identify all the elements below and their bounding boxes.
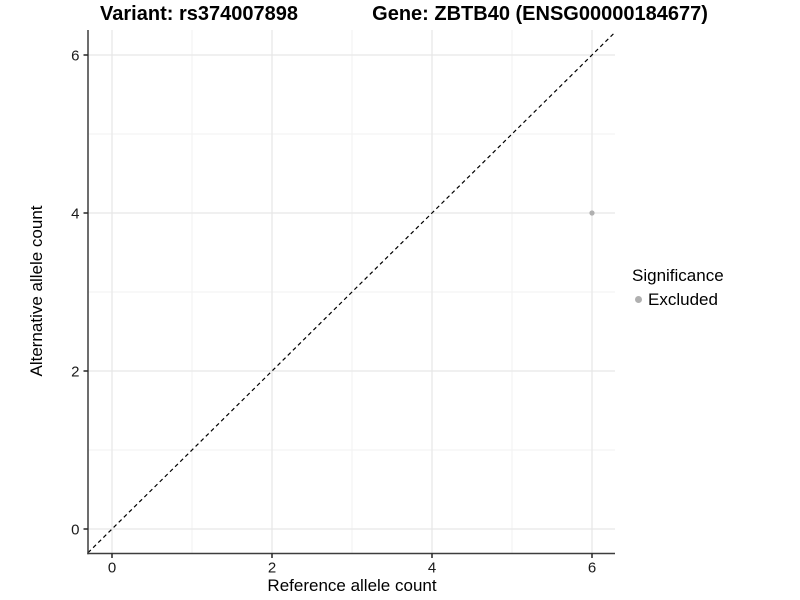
y-tick-label: 4 [71, 206, 79, 223]
identity-reference-line [87, 31, 616, 554]
legend-key-dot-icon [632, 296, 645, 303]
data-point [589, 210, 595, 216]
plot-title-gene: Gene: ZBTB40 (ENSG00000184677) [372, 3, 708, 25]
plot-title-variant: Variant: rs374007898 [100, 3, 298, 25]
x-tick-label: 4 [428, 559, 436, 576]
legend-title: Significance [632, 266, 724, 285]
x-axis-title: Reference allele count [267, 576, 437, 595]
legend-item-excluded: Excluded [632, 288, 724, 311]
legend-item-label: Excluded [648, 289, 718, 309]
legend: Significance Excluded [632, 264, 724, 311]
y-tick-label: 0 [71, 522, 79, 539]
y-tick-label: 6 [71, 48, 79, 65]
x-tick-label: 0 [108, 559, 116, 576]
x-tick-label: 2 [268, 559, 276, 576]
x-tick-label: 6 [588, 559, 596, 576]
legend-items: Excluded [632, 288, 724, 311]
y-tick-label: 2 [71, 364, 79, 381]
y-axis-title: Alternative allele count [27, 205, 46, 377]
